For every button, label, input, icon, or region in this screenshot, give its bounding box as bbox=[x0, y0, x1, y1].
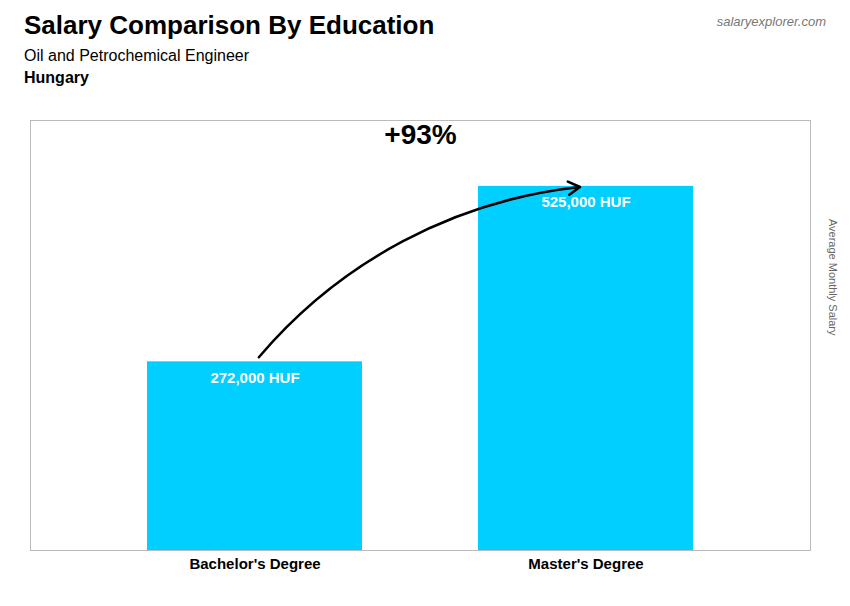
svg-text:272,000 HUF: 272,000 HUF bbox=[210, 369, 299, 386]
html-text:Oil and Petrochemical Engineer: Oil and Petrochemical Engineer bbox=[24, 47, 249, 64]
svg-text:Bachelor's Degree: Bachelor's Degree bbox=[189, 555, 320, 572]
html-text:Salary Comparison By Education: Salary Comparison By Education bbox=[24, 10, 435, 40]
svg-text:525,000 HUF: 525,000 HUF bbox=[541, 193, 630, 210]
svg-text:+93%: +93% bbox=[384, 119, 456, 150]
html-text:salaryexplorer.com: salaryexplorer.com bbox=[716, 14, 826, 29]
svg-text:Master's Degree: Master's Degree bbox=[528, 555, 643, 572]
svg-text:Average Monthly Salary: Average Monthly Salary bbox=[827, 219, 839, 336]
html-text:Hungary: Hungary bbox=[24, 69, 89, 86]
